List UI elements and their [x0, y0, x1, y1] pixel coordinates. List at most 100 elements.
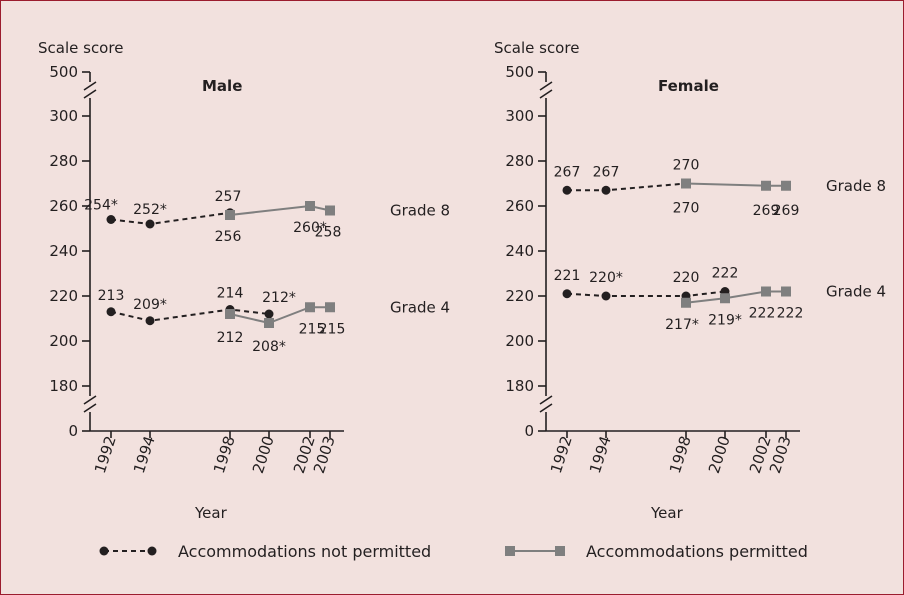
x-tick-label: 1998	[210, 434, 239, 476]
data-label: 208*	[252, 339, 286, 355]
y-axis-title: Scale score	[494, 39, 579, 57]
y-tick-label: 240	[49, 242, 78, 260]
y-axis-break-top	[83, 81, 97, 99]
data-point-permitted	[761, 180, 771, 191]
data-label: 270	[673, 201, 700, 217]
y-axis-break-bottom	[83, 395, 97, 413]
data-point-permitted	[781, 286, 791, 297]
y-tick-label: 300	[49, 107, 78, 125]
data-label: 269	[753, 203, 780, 219]
not-permitted-line-grade-8	[567, 182, 687, 192]
y-tick-label: 220	[49, 287, 78, 305]
grade-label-grade-4: Grade 4	[826, 283, 886, 301]
not-permitted-line-grade-4	[110, 308, 270, 322]
legend-permitted-label: Accommodations permitted	[586, 542, 808, 561]
legend-permitted-marker-left	[505, 546, 515, 556]
data-label: 260*	[293, 220, 327, 236]
legend-not-permitted-marker-left	[99, 546, 109, 556]
y-axis-title: Scale score	[38, 39, 123, 57]
data-label: 212*	[262, 290, 296, 306]
y-tick-label: 180	[49, 377, 78, 395]
data-label: 257	[215, 189, 242, 205]
data-point-permitted	[761, 286, 771, 297]
data-point-permitted	[720, 293, 730, 304]
panel-female: Scale score Female 0 180 200 220 240 260 280 300 5…	[494, 39, 886, 522]
data-point-permitted	[264, 318, 274, 328]
data-label: 222	[749, 306, 776, 322]
data-label: 217*	[665, 317, 699, 333]
grade-label-grade-4: Grade 4	[390, 298, 450, 316]
data-point-permitted	[781, 180, 791, 191]
data-point-not-permitted	[562, 185, 572, 195]
data-point-not-permitted	[145, 316, 155, 326]
data-point-not-permitted	[106, 215, 116, 224]
data-point-not-permitted	[601, 185, 611, 195]
x-tick-label: 1998	[666, 434, 695, 476]
grade-label-grade-8: Grade 8	[390, 202, 450, 220]
data-label: 220	[673, 270, 700, 286]
x-tick-label: 1994	[130, 434, 159, 476]
y-tick-label: 240	[505, 242, 534, 260]
x-tick-label: 1992	[547, 434, 576, 476]
not-permitted-line-grade-4	[566, 290, 726, 297]
permitted-line-grade-4	[229, 306, 330, 325]
data-label: 254*	[84, 198, 118, 214]
data-label: 252*	[133, 202, 167, 218]
data-label: 212	[217, 330, 244, 346]
y-tick-label: 300	[505, 107, 534, 125]
y-tick-label: 200	[49, 332, 78, 350]
data-label: 219*	[708, 312, 742, 328]
data-point-not-permitted	[264, 309, 274, 319]
legend-not-permitted-marker-right	[147, 546, 157, 556]
data-label: 270	[673, 158, 700, 174]
data-point-not-permitted	[562, 289, 572, 299]
panel-male: Scale score Male 0 180 200 220 240 260 280 300 500…	[38, 39, 450, 522]
data-label: 258	[315, 225, 342, 241]
y-tick-label: 220	[505, 287, 534, 305]
data-label: 222	[777, 306, 804, 322]
data-point-not-permitted	[145, 219, 155, 229]
data-point-permitted	[305, 201, 315, 211]
data-point-permitted	[325, 302, 335, 313]
y-axis-break-bottom	[539, 395, 553, 413]
data-label: 221	[554, 268, 581, 284]
data-label: 222	[712, 266, 739, 282]
x-axis-title: Year	[650, 504, 684, 522]
panel-title: Female	[658, 77, 719, 95]
data-label: 269	[773, 203, 800, 219]
data-point-permitted	[225, 210, 235, 220]
y-tick-label: 200	[505, 332, 534, 350]
data-label: 213	[98, 288, 125, 304]
y-tick-label: 260	[49, 197, 78, 215]
data-point-permitted	[225, 309, 235, 319]
data-label: 215	[299, 321, 326, 337]
data-label: 256	[215, 229, 242, 245]
y-tick-label: 180	[505, 377, 534, 395]
y-tick-label: 0	[524, 422, 534, 440]
grade-label-grade-8: Grade 8	[826, 177, 886, 195]
data-point-permitted	[305, 302, 315, 313]
y-axis-break-top	[539, 81, 553, 99]
data-label: 215	[319, 321, 346, 337]
permitted-line-grade-4	[685, 290, 786, 304]
x-axis-title: Year	[194, 504, 228, 522]
y-tick-label: 500	[49, 63, 78, 81]
data-label: 267	[554, 164, 581, 180]
x-tick-label: 2000	[705, 434, 734, 476]
x-tick-label: 1992	[91, 434, 120, 476]
legend-permitted-marker-right	[555, 546, 565, 556]
data-point-permitted	[325, 205, 335, 216]
y-tick-label: 0	[68, 422, 78, 440]
y-tick-label: 280	[505, 152, 534, 170]
data-point-permitted	[681, 297, 691, 308]
x-tick-label: 1994	[586, 434, 615, 476]
data-label: 209*	[133, 297, 167, 313]
panel-title: Male	[202, 77, 242, 95]
legend: Accommodations not permitted Accommodati…	[99, 542, 808, 561]
data-point-not-permitted	[106, 307, 116, 317]
